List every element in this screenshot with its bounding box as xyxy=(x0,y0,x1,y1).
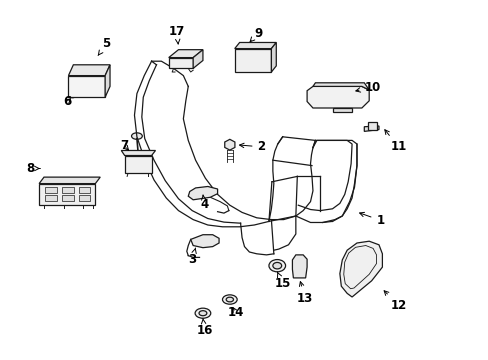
Ellipse shape xyxy=(222,295,237,304)
Ellipse shape xyxy=(71,77,93,94)
Polygon shape xyxy=(367,122,376,130)
Text: 7: 7 xyxy=(121,139,128,152)
Text: 2: 2 xyxy=(239,140,265,153)
Text: 17: 17 xyxy=(168,25,185,44)
Text: 16: 16 xyxy=(196,319,212,337)
Bar xyxy=(62,195,74,201)
Polygon shape xyxy=(190,235,219,248)
Ellipse shape xyxy=(268,260,285,272)
Text: 1: 1 xyxy=(359,212,384,227)
Bar xyxy=(45,195,57,201)
Text: 13: 13 xyxy=(296,282,313,305)
Polygon shape xyxy=(68,65,110,76)
Text: 6: 6 xyxy=(63,95,71,108)
Polygon shape xyxy=(292,255,306,278)
Bar xyxy=(79,195,90,201)
Polygon shape xyxy=(234,42,276,49)
Text: 9: 9 xyxy=(250,27,262,42)
Text: 15: 15 xyxy=(274,272,290,290)
Bar xyxy=(62,187,74,193)
Text: 5: 5 xyxy=(98,37,110,55)
Polygon shape xyxy=(39,177,100,184)
Ellipse shape xyxy=(336,95,342,99)
Polygon shape xyxy=(193,50,203,68)
Polygon shape xyxy=(168,50,203,58)
Ellipse shape xyxy=(199,311,206,316)
Ellipse shape xyxy=(131,133,142,139)
Text: 3: 3 xyxy=(188,248,196,266)
Polygon shape xyxy=(312,83,368,90)
Bar xyxy=(79,187,90,193)
Polygon shape xyxy=(39,184,95,205)
Text: 14: 14 xyxy=(227,306,244,319)
Text: 11: 11 xyxy=(384,130,406,153)
Polygon shape xyxy=(306,86,368,108)
Ellipse shape xyxy=(76,81,87,90)
Polygon shape xyxy=(332,108,351,112)
Text: 12: 12 xyxy=(384,291,406,312)
Polygon shape xyxy=(168,58,193,68)
Ellipse shape xyxy=(195,308,210,318)
Ellipse shape xyxy=(225,297,233,302)
Polygon shape xyxy=(224,139,234,150)
Bar xyxy=(45,187,57,193)
Polygon shape xyxy=(68,76,105,97)
Polygon shape xyxy=(234,49,271,72)
Polygon shape xyxy=(364,126,378,131)
Polygon shape xyxy=(339,241,382,297)
Polygon shape xyxy=(271,42,276,72)
Polygon shape xyxy=(121,150,155,156)
Ellipse shape xyxy=(326,95,332,99)
Polygon shape xyxy=(105,65,110,97)
Text: 4: 4 xyxy=(200,195,208,211)
Polygon shape xyxy=(124,156,151,173)
Polygon shape xyxy=(188,186,217,200)
Ellipse shape xyxy=(195,192,203,197)
Text: 8: 8 xyxy=(26,162,40,175)
Text: 10: 10 xyxy=(355,81,380,94)
Ellipse shape xyxy=(272,262,281,269)
